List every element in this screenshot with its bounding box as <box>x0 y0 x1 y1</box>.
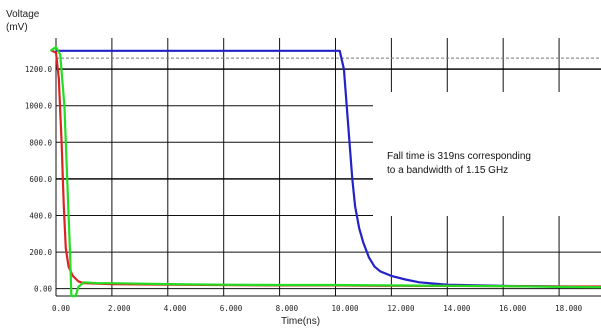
series-line-0 <box>56 49 601 288</box>
y-tick-label-3: 600.0 <box>29 175 52 184</box>
y-axis-label-line1: Voltage <box>6 9 40 20</box>
x-tick-label-9: 18.000 <box>555 304 583 313</box>
x-tick-label-6: 12.000 <box>387 304 415 313</box>
x-tick-label-4: 8.000 <box>276 304 299 313</box>
y-tick-labels: 0.00 200.0 400.0 600.0 800.0 1000.0 1200.0 <box>25 65 53 294</box>
y-axis-label: Voltage (mV) <box>6 8 39 34</box>
annotation-line2: to a bandwidth of 1.15 GHz <box>387 165 509 176</box>
y-tick-label-0: 0.00 <box>34 285 53 294</box>
x-tick-label-7: 14.000 <box>443 304 471 313</box>
annotation-box <box>373 92 601 216</box>
x-tick-label-1: 2.000 <box>108 304 131 313</box>
annotation-line1: Fall time is 319ns corresponding <box>387 151 531 162</box>
series-lines <box>49 46 601 298</box>
y-tick-label-4: 800.0 <box>29 138 52 147</box>
y-tick-label-1: 200.0 <box>29 248 52 257</box>
x-tick-labels: 0.00 2.000 4.000 6.000 8.000 10.000 12.000 14.0… <box>52 304 583 313</box>
x-tick-label-8: 16.000 <box>499 304 527 313</box>
x-tick-label-5: 10.000 <box>331 304 359 313</box>
x-tick-label-3: 6.000 <box>220 304 243 313</box>
x-axis-label: Time(ns) <box>280 316 321 327</box>
y-axis-label-line2: (mV) <box>6 22 28 33</box>
x-tick-label-0: 0.00 <box>52 304 71 313</box>
y-tick-label-6: 1200.0 <box>25 65 53 74</box>
y-tick-label-5: 1000.0 <box>25 102 53 111</box>
annotation-text: Fall time is 319ns corresponding to a ba… <box>387 150 597 178</box>
x-tick-label-2: 4.000 <box>164 304 187 313</box>
y-tick-label-2: 400.0 <box>29 211 52 220</box>
series-line-2 <box>49 46 601 298</box>
